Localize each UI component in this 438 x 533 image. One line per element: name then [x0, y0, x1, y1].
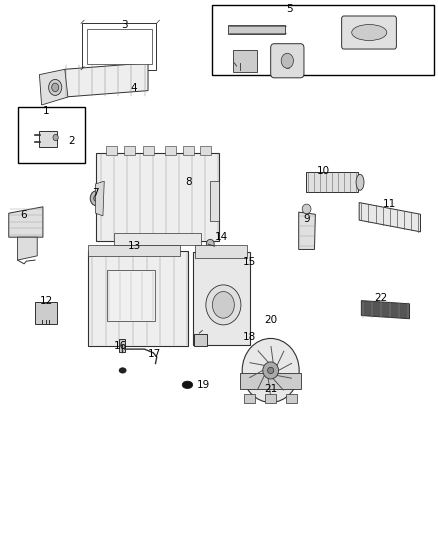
Ellipse shape: [119, 368, 126, 373]
Ellipse shape: [212, 292, 234, 318]
Text: 8: 8: [185, 177, 192, 187]
Bar: [306, 172, 358, 192]
Ellipse shape: [90, 191, 102, 206]
Bar: [124, 146, 135, 155]
Text: 9: 9: [303, 214, 310, 223]
Text: 2: 2: [68, 136, 75, 146]
Ellipse shape: [206, 285, 241, 325]
Ellipse shape: [263, 362, 279, 379]
Bar: [87, 29, 152, 64]
Bar: [228, 25, 285, 34]
Text: 6: 6: [20, 211, 27, 220]
FancyBboxPatch shape: [271, 44, 304, 78]
Ellipse shape: [242, 338, 299, 402]
Polygon shape: [359, 203, 420, 232]
Polygon shape: [39, 69, 68, 105]
Text: 5: 5: [286, 4, 293, 13]
Bar: [107, 271, 155, 321]
Ellipse shape: [53, 134, 58, 141]
Bar: [82, 23, 156, 70]
Bar: [143, 146, 154, 155]
Bar: [35, 302, 57, 324]
Text: 17: 17: [148, 349, 161, 359]
Ellipse shape: [133, 251, 137, 255]
Text: 20: 20: [264, 315, 277, 325]
Ellipse shape: [206, 239, 214, 249]
Text: 3: 3: [121, 20, 128, 30]
Bar: [244, 394, 255, 403]
Text: 21: 21: [264, 384, 277, 394]
Ellipse shape: [130, 247, 140, 259]
Text: 16: 16: [114, 342, 127, 351]
Bar: [18, 107, 85, 163]
Bar: [106, 146, 117, 155]
Polygon shape: [9, 207, 43, 237]
Text: 11: 11: [383, 199, 396, 208]
Ellipse shape: [182, 381, 193, 389]
Bar: [240, 373, 301, 389]
Bar: [194, 334, 207, 346]
Bar: [88, 251, 188, 346]
Text: 4: 4: [130, 83, 137, 93]
Text: 13: 13: [128, 241, 141, 251]
Bar: [233, 50, 258, 72]
Text: 14: 14: [215, 232, 228, 242]
Bar: [96, 153, 219, 241]
Ellipse shape: [281, 53, 293, 68]
Polygon shape: [299, 212, 315, 249]
Bar: [166, 146, 176, 155]
Bar: [212, 5, 434, 75]
Bar: [39, 131, 57, 147]
Text: 19: 19: [197, 380, 210, 390]
Bar: [119, 339, 125, 352]
Ellipse shape: [268, 367, 274, 374]
Bar: [183, 146, 194, 155]
Ellipse shape: [356, 174, 364, 190]
Text: 7: 7: [92, 188, 99, 198]
Ellipse shape: [52, 83, 59, 92]
Ellipse shape: [49, 79, 62, 95]
Bar: [193, 252, 250, 345]
Bar: [286, 394, 297, 403]
Polygon shape: [65, 63, 148, 97]
Bar: [265, 394, 276, 403]
Text: 22: 22: [374, 294, 388, 303]
Ellipse shape: [352, 25, 387, 41]
Text: 15: 15: [243, 257, 256, 267]
Text: 18: 18: [243, 332, 256, 342]
Text: 10: 10: [317, 166, 330, 175]
Text: 1: 1: [42, 106, 49, 116]
Ellipse shape: [302, 204, 311, 214]
Polygon shape: [361, 301, 410, 319]
Bar: [210, 181, 219, 222]
Bar: [88, 245, 180, 256]
Bar: [114, 233, 201, 245]
Polygon shape: [18, 237, 37, 260]
Polygon shape: [95, 181, 104, 216]
Text: 12: 12: [39, 296, 53, 306]
FancyBboxPatch shape: [342, 16, 396, 49]
Ellipse shape: [94, 195, 99, 201]
Bar: [195, 245, 247, 258]
Bar: [200, 146, 211, 155]
